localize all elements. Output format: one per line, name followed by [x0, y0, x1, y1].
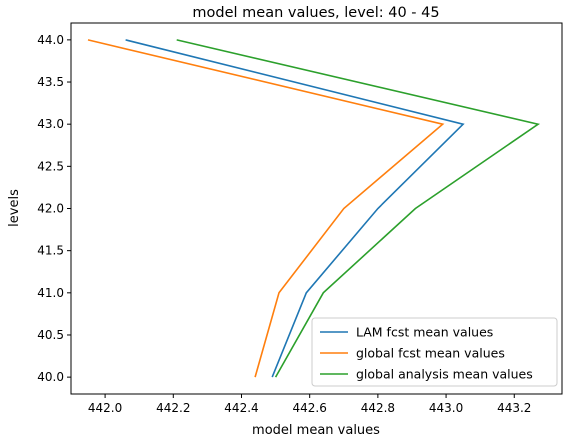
- series-line-2: [87, 39, 445, 378]
- x-tick-label: 442.4: [224, 401, 258, 415]
- y-axis-label: levels: [7, 189, 22, 227]
- x-axis-ticks: 442.0 442.2 442.4 442.6 442.8 443.0 443.2: [88, 394, 531, 415]
- x-tick-label: 443.2: [497, 401, 531, 415]
- plot-frame: [70, 22, 563, 395]
- y-tick-label: 42.5: [37, 159, 64, 173]
- x-axis-label: model mean values: [252, 423, 380, 438]
- legend: LAM fcst mean values global fcst mean val…: [311, 317, 558, 387]
- chart-title: model mean values, level: 40 - 45: [192, 5, 439, 21]
- y-tick-label: 43.5: [37, 75, 64, 89]
- y-tick-label: 43.0: [37, 117, 64, 131]
- series-line-1: [125, 39, 465, 378]
- y-tick-label: 41.0: [37, 286, 64, 300]
- x-tick-label: 443.0: [429, 401, 463, 415]
- x-tick-label: 442.6: [293, 401, 327, 415]
- y-axis-ticks: 40.0 40.5 41.0 41.5 42.0 42.5 43.0 43.5 44.0: [37, 33, 71, 384]
- y-tick-label: 40.5: [37, 328, 64, 342]
- legend-label: global analysis mean values: [356, 367, 533, 382]
- legend-box: [311, 317, 558, 387]
- y-tick-label: 44.0: [37, 33, 64, 47]
- x-tick-label: 442.8: [361, 401, 395, 415]
- legend-label: global fcst mean values: [356, 346, 505, 361]
- series-layer: [87, 39, 541, 378]
- x-tick-label: 442.0: [88, 401, 122, 415]
- legend-label: LAM fcst mean values: [356, 325, 493, 340]
- series-line-3: [176, 39, 541, 378]
- y-tick-label: 42.0: [37, 202, 64, 216]
- y-tick-label: 40.0: [37, 370, 64, 384]
- x-tick-label: 442.2: [156, 401, 190, 415]
- y-tick-label: 41.5: [37, 244, 64, 258]
